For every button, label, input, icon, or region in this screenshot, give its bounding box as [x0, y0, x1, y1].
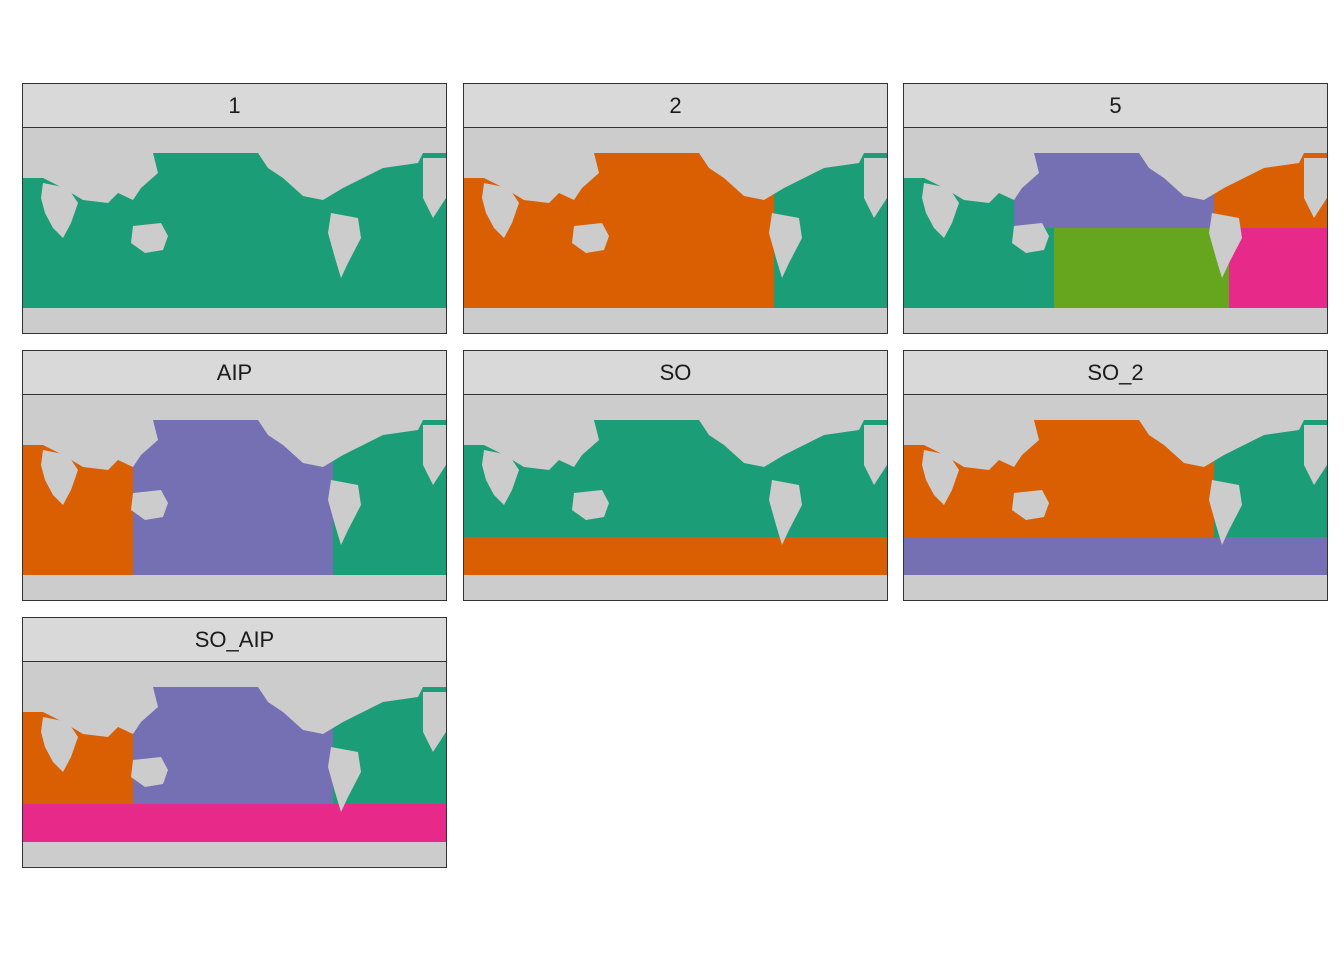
ocean-region-south-atlantic [1229, 228, 1327, 318]
south-america-land [328, 213, 361, 278]
facet-panel-aip: AIP [22, 350, 447, 601]
land-masses [464, 128, 887, 333]
australia-land [131, 223, 168, 253]
facet-panel-so: SO [463, 350, 888, 601]
europe-africa-east-edge-land [423, 158, 446, 218]
ocean-region-south-pacific [1054, 228, 1229, 318]
facet-strip-label: AIP [23, 351, 446, 395]
facet-panel-5: 5 [903, 83, 1328, 334]
facet-strip-label: SO_AIP [23, 618, 446, 662]
antarctica-land [23, 308, 446, 333]
facet-panel-so-2: SO_2 [903, 350, 1328, 601]
world-map [23, 662, 446, 867]
facet-panel-2: 2 [463, 83, 888, 334]
land-masses [464, 395, 887, 600]
land-masses [904, 128, 1327, 333]
eurasia-land [23, 153, 158, 203]
facet-strip-label: 2 [464, 84, 887, 128]
facet-strip-label: 1 [23, 84, 446, 128]
land-masses [23, 395, 446, 600]
land-masses [904, 395, 1327, 600]
land-masses [23, 662, 446, 867]
africa-land [41, 183, 78, 238]
facet-strip-label: SO_2 [904, 351, 1327, 395]
world-map [904, 128, 1327, 333]
world-map [23, 395, 446, 600]
facet-strip-label: SO [464, 351, 887, 395]
facet-strip-label: 5 [904, 84, 1327, 128]
land-masses [23, 128, 446, 333]
world-map [464, 128, 887, 333]
north-america-land [258, 153, 423, 200]
world-map [904, 395, 1327, 600]
world-map [23, 128, 446, 333]
world-map [464, 395, 887, 600]
arctic-land [23, 128, 446, 153]
facet-panel-1: 1 [22, 83, 447, 334]
facet-panel-so-aip: SO_AIP [22, 617, 447, 868]
